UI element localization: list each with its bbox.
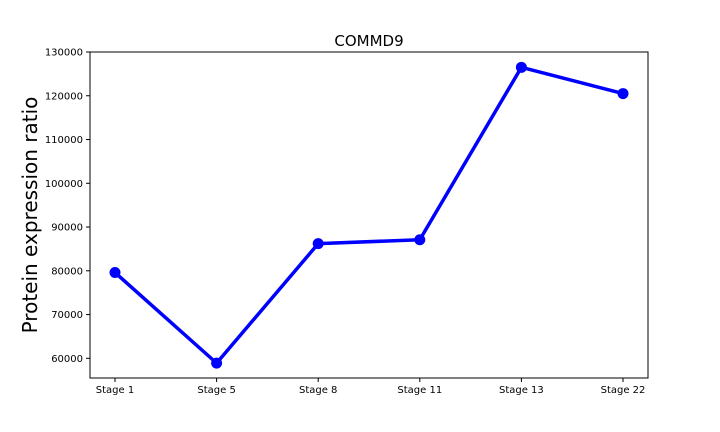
x-tick-label: Stage 5 — [197, 385, 235, 396]
series-line — [113, 65, 624, 365]
series-layer — [109, 61, 629, 369]
x-tick-label: Stage 13 — [499, 385, 544, 396]
x-tick-label: Stage 22 — [601, 385, 646, 396]
data-point — [109, 267, 121, 279]
data-point — [515, 61, 527, 73]
y-tick-label: 70000 — [51, 310, 83, 321]
y-tick-label: 90000 — [51, 223, 83, 234]
data-point — [617, 88, 629, 100]
x-tick-label: Stage 8 — [299, 385, 337, 396]
y-tick-label: 60000 — [51, 354, 83, 365]
y-axis-label: Protein expression ratio — [18, 97, 42, 334]
x-axis: Stage 1 Stage 5 Stage 8 Stage 11 Stage 13 Sta… — [96, 378, 646, 396]
y-axis: 60000 70000 80000 90000 100000 110000 120000 13… — [45, 48, 90, 365]
y-tick-label: 130000 — [45, 48, 83, 59]
x-tick-label: Stage 1 — [96, 385, 134, 396]
data-point — [312, 238, 324, 250]
chart-title: COMMD9 — [334, 32, 403, 50]
x-tick-label: Stage 11 — [397, 385, 442, 396]
y-tick-label: 100000 — [45, 179, 83, 190]
y-tick-label: 80000 — [51, 266, 83, 277]
y-tick-label: 120000 — [45, 91, 83, 102]
y-tick-label: 110000 — [45, 135, 83, 146]
plot-area-frame — [89, 51, 649, 379]
data-point — [211, 357, 223, 369]
data-point — [414, 234, 426, 246]
